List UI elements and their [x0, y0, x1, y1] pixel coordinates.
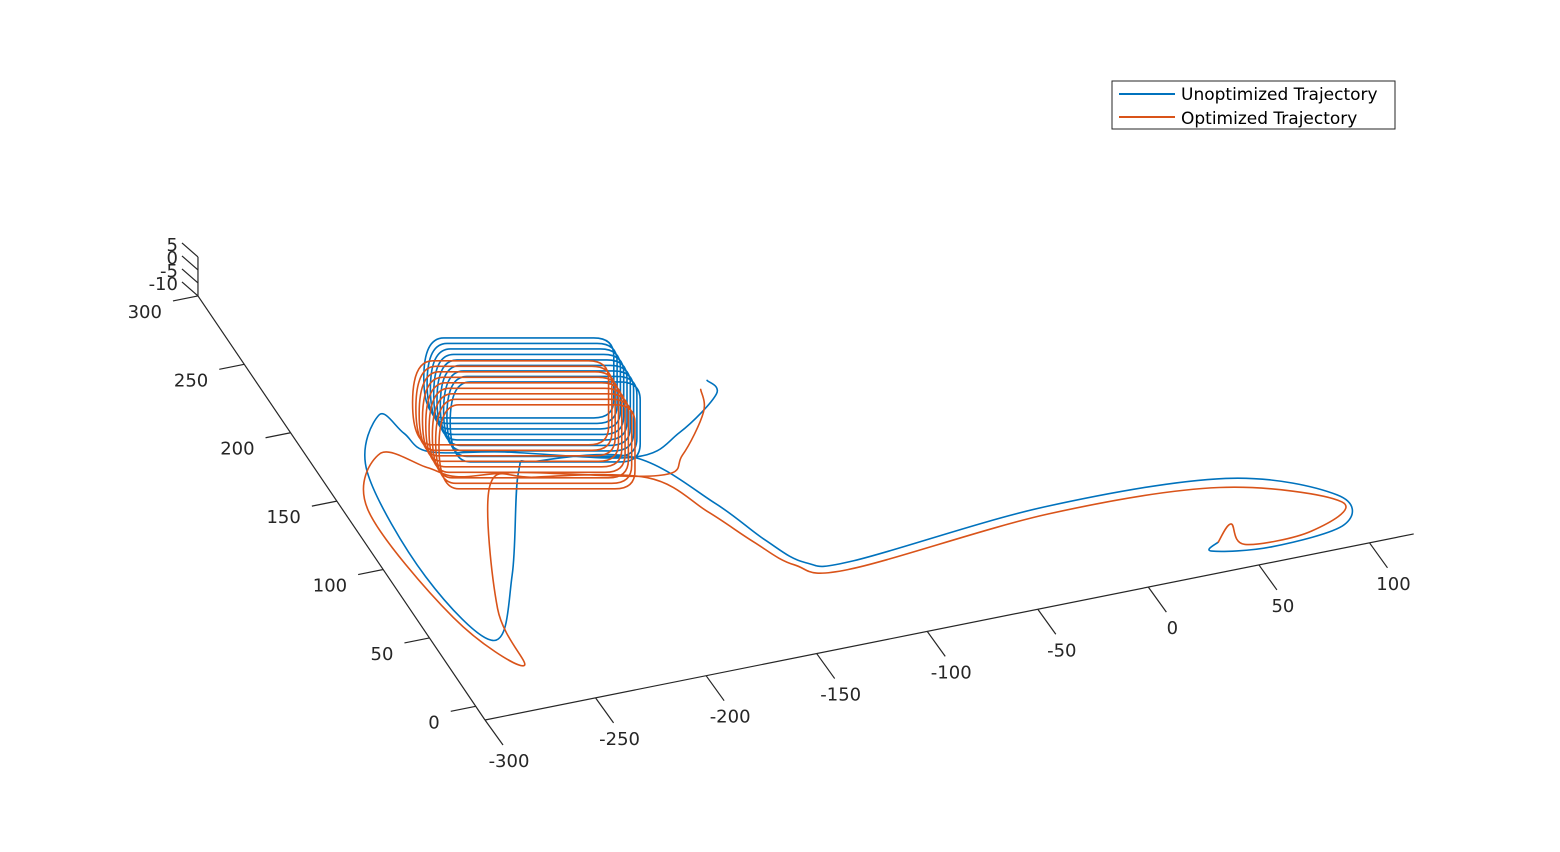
x-tick-label: 0: [1167, 618, 1178, 639]
y-tick-label: 100: [313, 576, 347, 597]
legend-box: [1111, 80, 1396, 130]
y-tick-mark: [404, 637, 430, 644]
y-tick-mark: [311, 500, 337, 507]
x-tick-label: 50: [1271, 596, 1294, 617]
y-tick-label: 200: [220, 439, 254, 460]
legend-label-optimized: Optimized Trajectory: [1181, 109, 1357, 129]
legend: Unoptimized Trajectory Optimized Traject…: [1111, 80, 1396, 130]
y-tick-mark: [265, 432, 291, 439]
x-tick-mark: [926, 631, 946, 657]
x-tick-mark: [595, 697, 615, 724]
z-tick-mark: [181, 242, 199, 258]
x-tick-mark: [484, 719, 504, 746]
z-tick-label: -10: [149, 274, 178, 295]
y-tick-label: 300: [128, 302, 162, 323]
y-tick-mark: [172, 295, 199, 302]
x-tick-label: -100: [931, 662, 972, 683]
x-tick-label: 100: [1376, 574, 1410, 595]
x-axis-line: [484, 533, 1414, 721]
y-tick-mark: [450, 705, 476, 712]
y-tick-label: 150: [266, 507, 300, 528]
y-tick-label: 50: [371, 644, 394, 665]
x-tick-mark: [1037, 608, 1057, 635]
z-tick-label: 0: [167, 248, 178, 269]
z-tick-label: -5: [160, 261, 178, 282]
tick-labels: -300-250-200-150-100-5005010005010015020…: [128, 235, 1411, 772]
x-tick-label: -300: [489, 751, 530, 772]
y-tick-label: 0: [428, 712, 439, 733]
y-tick-mark: [358, 568, 384, 576]
x-tick-label: -250: [599, 729, 640, 750]
x-tick-label: -150: [820, 685, 861, 706]
x-tick-mark: [705, 675, 725, 702]
y-axis-line: [197, 295, 486, 721]
series-lines: [362, 337, 1354, 667]
x-tick-label: -50: [1047, 640, 1076, 661]
axes: [172, 242, 1414, 746]
z-tick-mark: [181, 281, 199, 297]
x-tick-mark: [1258, 564, 1278, 591]
y-tick-mark: [219, 363, 245, 370]
legend-label-unoptimized: Unoptimized Trajectory: [1181, 85, 1378, 105]
optimized-trajectory-line: [362, 360, 1347, 667]
x-tick-label: -200: [710, 707, 751, 728]
z-tick-mark: [181, 268, 199, 284]
x-tick-mark: [1147, 586, 1167, 613]
z-tick-mark: [181, 255, 199, 271]
x-tick-mark: [816, 653, 836, 679]
x-tick-mark: [1368, 542, 1388, 569]
z-tick-label: 5: [167, 235, 178, 256]
y-tick-label: 250: [174, 370, 208, 391]
